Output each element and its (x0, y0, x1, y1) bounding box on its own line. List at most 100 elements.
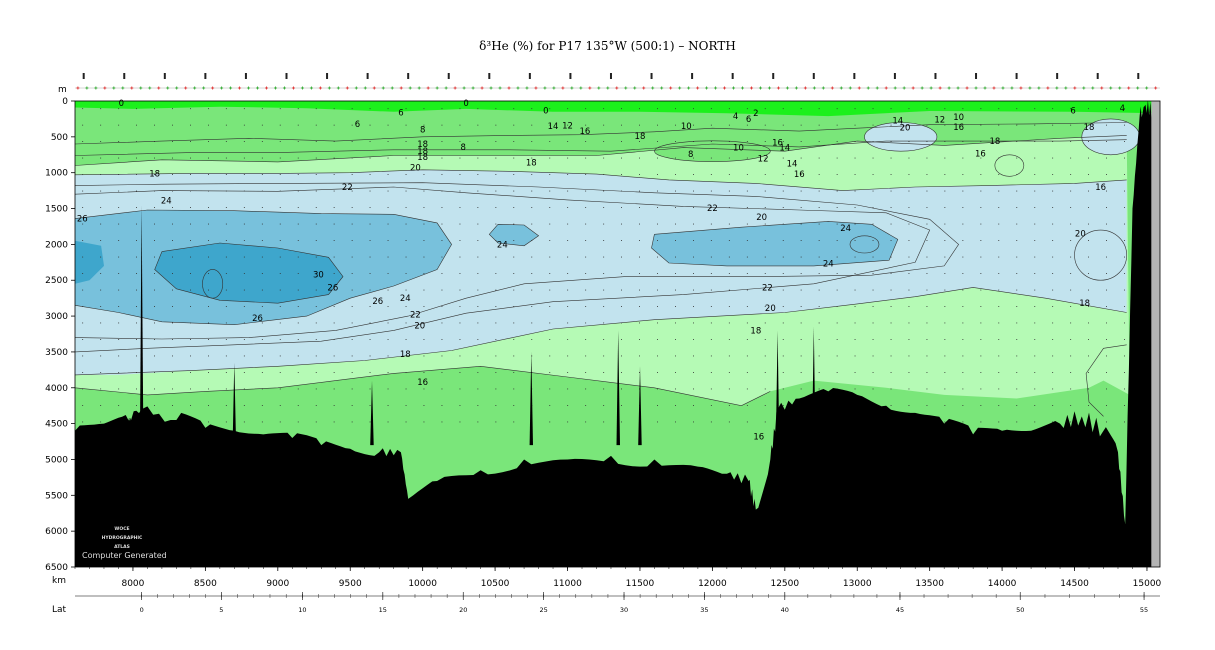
sample-dot (639, 306, 640, 307)
sample-dot (513, 141, 515, 142)
sample-dot (944, 421, 946, 423)
sample-dot (172, 256, 173, 258)
contour-label-text: 22 (707, 204, 718, 214)
sample-dot (513, 256, 515, 258)
sample-dot (405, 355, 407, 357)
sample-dot (1088, 207, 1089, 208)
contour-label-8: 4 (1120, 104, 1125, 114)
sample-dot (495, 174, 497, 175)
contour-label-57: 24 (400, 294, 411, 304)
sample-dot (746, 141, 748, 142)
sample-dot (495, 223, 497, 225)
sample-dot (621, 256, 622, 258)
contour-label-23: 16 (579, 127, 590, 137)
sample-dot (657, 388, 658, 390)
sample-dot (1106, 306, 1107, 307)
sample-dot (82, 289, 84, 291)
sample-dot (603, 240, 605, 241)
sample-dot (118, 322, 120, 324)
sample-dot (1124, 124, 1125, 126)
sample-dot (1106, 240, 1107, 241)
sample-dot (728, 372, 730, 373)
contour-label-5: 6 (746, 115, 751, 125)
lat-tick-label: 25 (539, 606, 547, 614)
sample-dot (818, 223, 820, 225)
contour-label-text: 16 (953, 123, 964, 133)
sample-dot (369, 141, 371, 142)
station-number-glyph (812, 73, 815, 79)
bottom-spike-2 (370, 380, 374, 446)
sample-dot (746, 339, 748, 340)
sample-dot (998, 306, 1000, 307)
contour-line-9 (75, 135, 1127, 166)
sample-dot (82, 372, 84, 373)
sample-dot (100, 388, 102, 390)
sample-dot (441, 157, 443, 159)
lat-tick-label: 50 (1016, 606, 1024, 614)
contour-label-27: 16 (975, 149, 986, 159)
sample-dot (1124, 273, 1125, 274)
sample-dot (675, 190, 676, 192)
sample-dot (333, 240, 335, 241)
sample-dot (1016, 207, 1018, 208)
sample-dot (746, 289, 748, 291)
contour-label-51: 22 (762, 283, 773, 293)
sample-dot (980, 421, 982, 423)
sample-dot (980, 207, 982, 208)
sample-dot (1106, 124, 1107, 126)
depth-tick-label: 2000 (45, 240, 68, 250)
sample-dot (998, 240, 1000, 241)
sample-dot (1088, 372, 1089, 373)
sample-dot (82, 256, 84, 258)
sample-dot (333, 355, 335, 357)
sample-dot (441, 339, 443, 340)
sample-dot (908, 124, 910, 126)
contour-label-24: 16 (772, 139, 783, 149)
sample-dot (459, 240, 461, 241)
sample-dot (854, 256, 856, 258)
sample-dot (962, 174, 964, 175)
sample-dot (118, 174, 120, 175)
sample-dot (962, 306, 964, 307)
sample-dot (585, 174, 587, 175)
sample-dot (1052, 240, 1054, 241)
sample-dot (459, 306, 461, 307)
bottom-spike-7 (812, 326, 816, 446)
sample-dot (710, 240, 712, 241)
sample-dot (764, 174, 766, 175)
sample-dot (621, 355, 622, 357)
sample-dot (531, 141, 533, 142)
sample-dot (297, 421, 299, 423)
sample-dot (477, 339, 479, 340)
sample-dot (657, 289, 658, 291)
station-number-glyph (285, 73, 288, 79)
sample-dot (495, 388, 497, 390)
sample-dot (279, 273, 281, 274)
sample-dot (657, 273, 658, 274)
sample-dot (369, 388, 371, 390)
sample-dot (1016, 372, 1018, 373)
sample-dot (1070, 289, 1072, 291)
sample-dot (315, 405, 317, 406)
sample-dot (423, 289, 425, 291)
sample-dot (477, 256, 479, 258)
sample-dot (1124, 421, 1125, 423)
sample-dot (1070, 223, 1072, 225)
sample-dot (693, 141, 694, 142)
sample-dot (208, 273, 209, 274)
sample-dot (459, 421, 461, 423)
sample-dot (728, 256, 730, 258)
sample-dot (693, 157, 694, 159)
sample-dot (603, 339, 605, 340)
sample-dot (800, 190, 802, 192)
sample-dot (1124, 240, 1125, 241)
sample-dot (154, 273, 155, 274)
station-number-glyph (609, 73, 612, 79)
sample-dot (908, 289, 910, 291)
contour-label-13: 10 (681, 122, 692, 132)
sample-dot (441, 141, 443, 142)
sample-dot (621, 157, 622, 159)
sample-dot (890, 256, 892, 258)
sample-dot (1070, 124, 1072, 126)
contour-label-4: 6 (398, 108, 403, 118)
